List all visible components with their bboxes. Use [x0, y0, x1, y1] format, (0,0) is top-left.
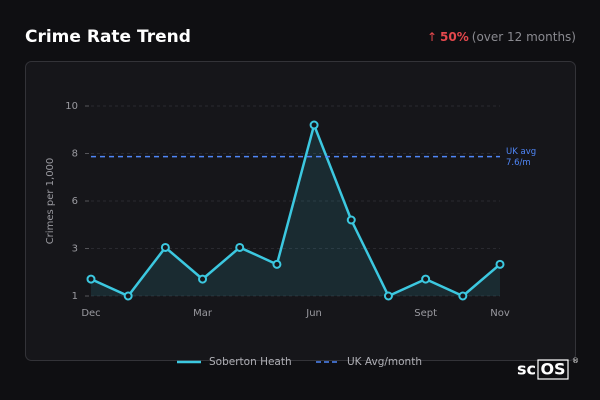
point — [421, 274, 431, 284]
reference-label: 7.6/m — [506, 158, 531, 168]
point — [495, 259, 505, 269]
x-tick-label: Nov — [490, 308, 510, 319]
logo-mark: ® — [572, 357, 579, 365]
legend-label: Soberton Heath — [209, 356, 292, 368]
change-summary: ↑ 50% (over 12 months) — [427, 30, 576, 44]
point — [123, 291, 133, 301]
point — [309, 120, 319, 130]
y-tick-label: 10 — [65, 101, 78, 112]
change-value: 50% — [440, 30, 469, 44]
logo-text: sc — [517, 360, 536, 379]
x-tick-label: Sept — [414, 308, 437, 319]
point — [86, 274, 96, 284]
y-tick-label: 8 — [72, 149, 78, 160]
y-axis-title: Crimes per 1,000 — [45, 158, 56, 245]
point — [272, 259, 282, 269]
x-tick-label: Jun — [305, 308, 322, 319]
line — [90, 123, 501, 298]
y-tick-label: 3 — [72, 244, 78, 255]
logo-text: OS — [540, 360, 565, 379]
change-arrow: ↑ — [427, 30, 437, 44]
point — [383, 291, 393, 301]
reference-label: UK avg — [506, 147, 536, 157]
point — [235, 242, 245, 252]
point — [458, 291, 468, 301]
logo: sc OS ® — [517, 357, 579, 380]
logo-box — [537, 359, 569, 380]
x-tick-label: Mar — [193, 308, 213, 319]
point — [346, 215, 356, 225]
change-period: (over 12 months) — [472, 30, 576, 44]
point — [198, 274, 208, 284]
y-tick-label: 1 — [72, 291, 78, 302]
y-tick-label: 6 — [72, 196, 78, 207]
point — [160, 242, 170, 252]
legend-label: UK Avg/month — [347, 356, 422, 368]
x-tick-label: Dec — [81, 308, 100, 319]
chart-title: Crime Rate Trend — [25, 27, 191, 47]
area — [91, 125, 500, 296]
